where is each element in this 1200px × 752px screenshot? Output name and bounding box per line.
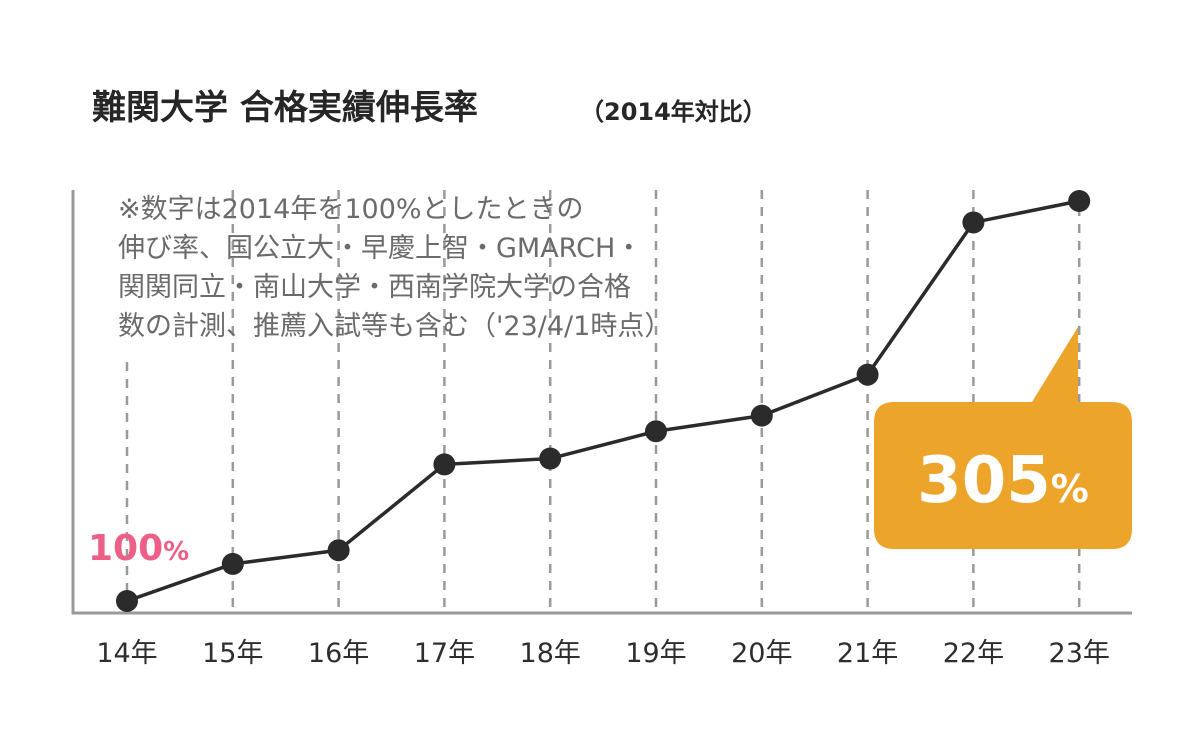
data-point — [539, 447, 562, 470]
chart-note: ※数字は2014年を100%としたときの 伸び率、国公立大・早慶上智・GMARC… — [118, 190, 671, 346]
data-points — [116, 190, 1091, 612]
callout-bubble — [874, 327, 1132, 549]
chart-title: 難関大学 合格実績伸長率 — [92, 88, 478, 128]
data-point — [433, 453, 456, 476]
x-tick-label: 22年 — [943, 638, 1004, 669]
data-point — [750, 404, 773, 427]
x-tick-label: 19年 — [625, 638, 686, 669]
annotations: 100% 305% — [88, 327, 1132, 569]
data-point — [116, 590, 138, 612]
x-tick-label: 18年 — [520, 638, 581, 669]
chart-subtitle: （2014年対比） — [580, 98, 767, 126]
note-line: 数の計測、推薦入試等も含む（'23/4/1時点） — [118, 311, 672, 342]
x-tick-label: 20年 — [731, 638, 792, 669]
data-point — [645, 420, 667, 443]
x-tick-label: 17年 — [414, 638, 475, 669]
note-line: ※数字は2014年を100%としたときの — [118, 194, 584, 225]
data-point — [1068, 190, 1091, 212]
x-tick-label: 16年 — [308, 638, 369, 669]
data-point — [962, 211, 985, 234]
x-tick-label: 15年 — [202, 638, 263, 669]
x-tick-label: 23年 — [1049, 638, 1110, 669]
note-line: 伸び率、国公立大・早慶上智・GMARCH・ — [118, 233, 643, 264]
series-line — [126, 199, 1080, 603]
grid-lines — [125, 190, 1081, 613]
data-point — [327, 539, 350, 562]
data-point — [856, 363, 879, 386]
x-tick-label: 14年 — [96, 638, 157, 669]
axes — [71, 190, 1132, 615]
x-tick-labels: 14年 15年 16年 17年 18年 19年 20年 21年 22年 23年 — [96, 638, 1110, 669]
start-value-label: 100% — [88, 528, 189, 569]
note-line: 関関同立・南山大学・西南学院大学の合格 — [118, 272, 631, 303]
data-point — [221, 552, 244, 575]
x-tick-label: 21年 — [837, 638, 898, 669]
series-polyline — [126, 199, 1080, 603]
end-value-label: 305% — [917, 444, 1089, 518]
